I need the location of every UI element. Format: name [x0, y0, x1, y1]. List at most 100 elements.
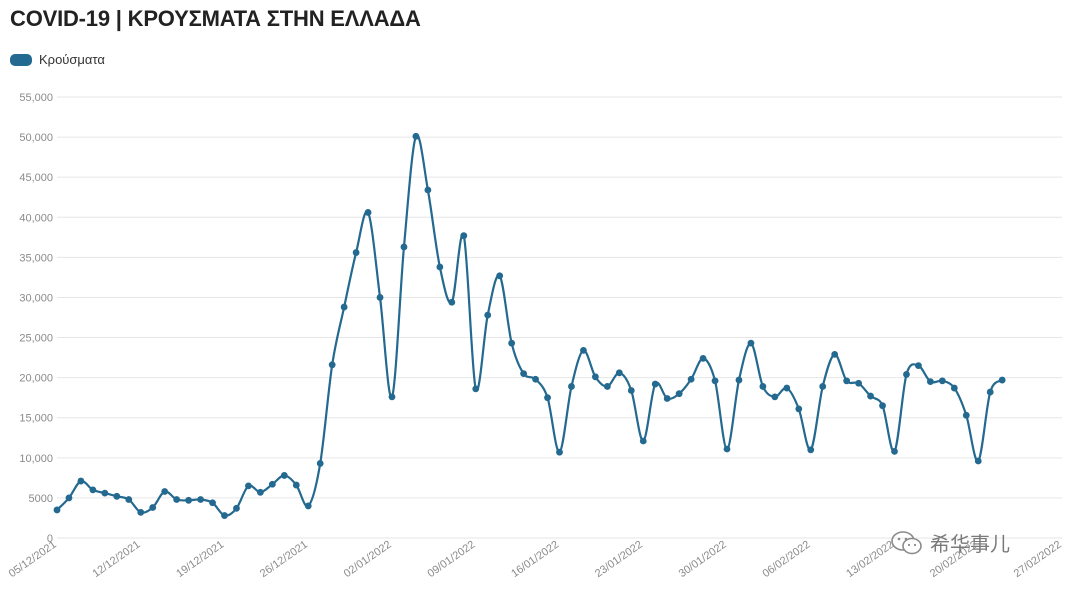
data-point[interactable]	[316, 460, 324, 467]
y-tick-label: 20,000	[19, 373, 53, 385]
data-point[interactable]	[484, 311, 492, 319]
data-point[interactable]	[292, 481, 300, 489]
data-point[interactable]	[938, 377, 946, 385]
data-point[interactable]	[532, 375, 539, 383]
data-point[interactable]	[221, 512, 228, 519]
data-point[interactable]	[723, 445, 731, 453]
data-point[interactable]	[556, 448, 563, 456]
data-point[interactable]	[687, 375, 695, 383]
data-point[interactable]	[209, 499, 216, 507]
data-point[interactable]	[903, 371, 910, 378]
data-point[interactable]	[173, 496, 181, 503]
data-point[interactable]	[544, 394, 551, 402]
y-tick-label: 30,000	[19, 292, 53, 304]
data-point[interactable]	[747, 339, 755, 347]
data-point[interactable]	[352, 249, 360, 256]
data-point[interactable]	[125, 496, 133, 503]
data-point[interactable]	[795, 405, 803, 413]
wechat-icon	[891, 530, 922, 554]
data-point[interactable]	[891, 448, 898, 455]
data-point[interactable]	[233, 504, 240, 512]
data-point[interactable]	[161, 488, 169, 495]
legend-label: Κρούσματα	[39, 52, 105, 67]
data-point[interactable]	[388, 393, 396, 401]
data-point[interactable]	[400, 243, 408, 251]
data-point[interactable]	[843, 377, 851, 385]
data-point[interactable]	[65, 494, 73, 502]
data-point[interactable]	[783, 384, 791, 392]
data-point[interactable]	[424, 186, 432, 194]
data-point[interactable]	[137, 508, 145, 516]
data-point[interactable]	[580, 346, 587, 354]
data-point[interactable]	[819, 383, 827, 390]
data-point[interactable]	[675, 390, 683, 398]
data-point[interactable]	[197, 496, 204, 503]
data-point[interactable]	[974, 457, 982, 465]
x-tick-label: 26/12/2021	[258, 539, 310, 580]
data-point[interactable]	[807, 446, 815, 454]
data-point[interactable]	[915, 362, 922, 370]
data-point[interactable]	[651, 380, 659, 388]
x-tick-label: 30/01/2022	[677, 539, 729, 580]
x-tick-label: 27/02/2022	[1012, 539, 1064, 580]
x-tick-label: 02/01/2022	[342, 539, 394, 580]
data-point[interactable]	[831, 350, 839, 358]
data-point[interactable]	[998, 376, 1006, 384]
data-point[interactable]	[185, 496, 193, 504]
data-point[interactable]	[735, 376, 743, 384]
data-point[interactable]	[663, 395, 671, 402]
data-point[interactable]	[699, 354, 707, 362]
data-point[interactable]	[245, 482, 252, 490]
y-tick-label: 15,000	[19, 413, 53, 425]
data-point[interactable]	[472, 385, 480, 393]
data-point[interactable]	[926, 378, 934, 386]
data-point[interactable]	[603, 383, 611, 390]
y-tick-label: 40,000	[19, 212, 53, 224]
y-tick-label: 25,000	[19, 333, 53, 345]
data-point[interactable]	[627, 387, 635, 394]
data-point[interactable]	[639, 437, 647, 445]
data-point[interactable]	[448, 298, 456, 306]
data-point[interactable]	[280, 472, 288, 479]
data-point[interactable]	[113, 492, 121, 500]
data-point[interactable]	[460, 232, 468, 240]
data-point[interactable]	[962, 411, 970, 419]
x-tick-label: 16/01/2022	[509, 539, 561, 580]
y-tick-label: 10,000	[19, 453, 53, 465]
data-point[interactable]	[508, 339, 516, 347]
data-point[interactable]	[89, 486, 97, 494]
data-point[interactable]	[376, 294, 384, 301]
data-point[interactable]	[328, 361, 336, 369]
y-axis-ticks: 0 5000 10,000 15,000 20,000 25,000 30,000 35,00…	[19, 92, 53, 545]
x-tick-label: 05/12/2021	[7, 539, 59, 580]
y-tick-label: 45,000	[19, 172, 53, 184]
data-point[interactable]	[496, 272, 504, 280]
data-point[interactable]	[256, 488, 264, 496]
data-point[interactable]	[149, 504, 157, 511]
data-point[interactable]	[867, 392, 874, 400]
data-point[interactable]	[879, 402, 886, 410]
data-point[interactable]	[759, 383, 767, 390]
data-point[interactable]	[340, 303, 348, 311]
data-point[interactable]	[591, 373, 599, 381]
data-point[interactable]	[568, 383, 575, 390]
data-point[interactable]	[855, 379, 863, 387]
data-point[interactable]	[412, 132, 420, 140]
legend[interactable]: Κρούσματα	[10, 52, 105, 67]
data-point[interactable]	[986, 388, 994, 396]
y-tick-label: 55,000	[19, 92, 53, 104]
data-point[interactable]	[53, 506, 61, 514]
data-point[interactable]	[436, 263, 444, 271]
data-point[interactable]	[268, 480, 276, 488]
watermark: 希华事儿	[890, 528, 1010, 557]
data-point[interactable]	[711, 377, 719, 385]
data-point[interactable]	[304, 502, 312, 510]
data-point[interactable]	[101, 489, 109, 497]
data-point[interactable]	[950, 384, 958, 392]
data-point[interactable]	[520, 370, 528, 378]
data-point[interactable]	[77, 477, 85, 485]
data-point[interactable]	[771, 393, 779, 401]
data-point[interactable]	[615, 369, 623, 377]
data-point[interactable]	[364, 209, 372, 216]
